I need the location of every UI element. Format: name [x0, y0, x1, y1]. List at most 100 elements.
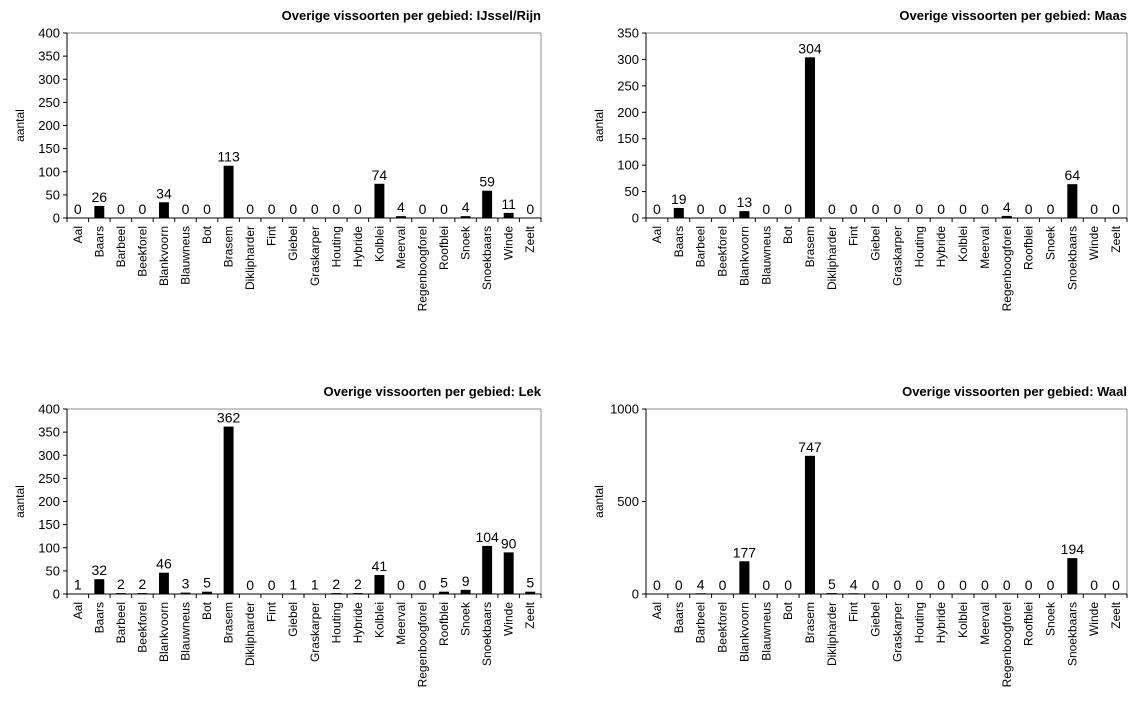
x-tick-label-aal: Aal — [650, 226, 664, 243]
y-tick-label: 100 — [38, 164, 60, 179]
x-tick-label-regenboogforel: Regenboogforel — [1000, 226, 1014, 311]
x-tick-label-snoek: Snoek — [1043, 225, 1057, 260]
x-tick-label-blankvoorn: Blankvoorn — [157, 602, 171, 662]
data-label-brasem: 362 — [217, 410, 241, 426]
bar-zeelt — [525, 591, 536, 594]
data-label-meerval: 0 — [397, 577, 405, 593]
y-tick-label: 300 — [617, 52, 639, 67]
data-label-kolblei: 0 — [959, 201, 967, 217]
y-tick-label: 50 — [46, 187, 60, 202]
data-label-kolblei: 0 — [959, 577, 967, 593]
x-tick-label-fint: Fint — [847, 225, 861, 246]
data-label-zeelt: 0 — [526, 201, 534, 217]
bar-regenboogforel — [1001, 215, 1012, 218]
bar-winde — [503, 552, 514, 594]
y-tick-label: 250 — [38, 95, 60, 110]
x-tick-label-baars: Baars — [672, 602, 686, 633]
x-tick-label-kolblei: Kolblei — [956, 226, 970, 262]
x-tick-label-meerval: Meerval — [394, 226, 408, 269]
chart-panel-2: Overige vissoorten per gebied: Maas aanta… — [592, 8, 1128, 311]
data-label-regenboogforel: 0 — [419, 201, 427, 217]
x-tick-label-graskarper: Graskarper — [890, 602, 904, 662]
data-label-houting: 0 — [332, 201, 340, 217]
x-tick-label-zeelt: Zeelt — [1109, 601, 1123, 628]
data-label-fint: 0 — [268, 577, 276, 593]
data-label-giebel: 1 — [289, 577, 297, 593]
x-tick-label-bot: Bot — [781, 225, 795, 244]
data-label-roofblei: 5 — [440, 575, 448, 591]
x-tick-label-aal: Aal — [71, 602, 85, 619]
y-tick-label: 250 — [617, 78, 639, 93]
data-label-hybride: 0 — [937, 577, 945, 593]
data-label-aal: 0 — [74, 201, 82, 217]
x-tick-label-giebel: Giebel — [286, 602, 300, 637]
bar-snoekbaars — [1067, 558, 1078, 594]
data-label-houting: 2 — [332, 576, 340, 592]
x-tick-label-baars: Baars — [672, 226, 686, 257]
data-label-meerval: 4 — [397, 199, 405, 215]
x-tick-label-snoekbaars: Snoekbaars — [1065, 602, 1079, 666]
data-label-blankvoorn: 177 — [733, 544, 757, 560]
data-label-fint: 4 — [850, 576, 858, 592]
data-label-brasem: 747 — [798, 439, 822, 455]
bar-beekforel — [137, 593, 148, 594]
x-tick-label-houting: Houting — [329, 226, 343, 267]
data-label-baars: 19 — [671, 191, 687, 207]
chart-panel-4: Overige vissoorten per gebied: Waal aanta… — [592, 384, 1128, 687]
bar-baars — [673, 207, 684, 218]
x-tick-label-winde: Winde — [1087, 602, 1101, 636]
data-label-hybride: 0 — [354, 201, 362, 217]
data-label-zeelt: 5 — [526, 575, 534, 591]
x-tick-label-aal: Aal — [650, 602, 664, 619]
bar-brasem — [804, 57, 816, 218]
x-tick-label-diklipharder: Diklipharder — [243, 226, 257, 290]
data-label-beekforel: 2 — [139, 576, 147, 592]
data-label-winde: 0 — [1090, 201, 1098, 217]
y-tick-label: 1000 — [610, 402, 639, 417]
x-tick-label-houting: Houting — [912, 602, 926, 643]
x-tick-label-brasem: Brasem — [803, 226, 817, 267]
data-label-beekforel: 0 — [719, 201, 727, 217]
x-tick-label-kolblei: Kolblei — [372, 226, 386, 262]
data-label-regenboogforel: 0 — [419, 577, 427, 593]
x-tick-label-giebel: Giebel — [869, 226, 883, 261]
x-tick-label-zeelt: Zeelt — [1109, 225, 1123, 252]
data-label-regenboogforel: 4 — [1003, 199, 1011, 215]
bar-brasem — [804, 455, 816, 594]
y-tick-label: 400 — [38, 402, 60, 417]
y-tick-label: 0 — [632, 211, 639, 226]
x-tick-label-giebel: Giebel — [869, 602, 883, 637]
x-tick-label-meerval: Meerval — [978, 226, 992, 269]
chart-title: Overige vissoorten per gebied: IJssel/Ri… — [282, 8, 541, 23]
bar-baars — [94, 579, 105, 594]
data-label-houting: 0 — [915, 201, 923, 217]
y-axis-label: aantal — [592, 109, 606, 142]
x-tick-label-meerval: Meerval — [978, 602, 992, 645]
data-label-brasem: 304 — [798, 40, 822, 56]
bar-blankvoorn — [739, 211, 750, 218]
y-tick-label: 100 — [617, 158, 639, 173]
bar-brasem — [223, 426, 234, 594]
x-tick-label-snoek: Snoek — [1043, 601, 1057, 636]
x-tick-label-kolblei: Kolblei — [372, 602, 386, 638]
y-tick-label: 300 — [38, 448, 60, 463]
bar-snoek — [460, 589, 471, 594]
y-tick-label: 50 — [625, 184, 639, 199]
x-tick-label-winde: Winde — [1087, 226, 1101, 260]
x-tick-label-houting: Houting — [329, 602, 343, 643]
x-tick-label-zeelt: Zeelt — [523, 601, 537, 628]
data-label-giebel: 0 — [872, 577, 880, 593]
data-label-snoek: 4 — [462, 199, 470, 215]
data-label-kolblei: 74 — [372, 167, 388, 183]
bar-hybride — [352, 593, 363, 594]
y-tick-label: 150 — [38, 517, 60, 532]
data-label-blauwneus: 3 — [182, 576, 190, 592]
x-tick-label-snoek: Snoek — [459, 601, 473, 636]
bar-blankvoorn — [158, 572, 169, 594]
x-tick-label-barbeel: Barbeel — [694, 602, 708, 643]
x-tick-label-blauwneus: Blauwneus — [759, 602, 773, 661]
data-label-baars: 26 — [92, 189, 108, 205]
bar-kolblei — [374, 575, 385, 594]
x-tick-label-roofblei: Roofblei — [437, 602, 451, 646]
chart-title: Overige vissoorten per gebied: Waal — [902, 384, 1127, 399]
